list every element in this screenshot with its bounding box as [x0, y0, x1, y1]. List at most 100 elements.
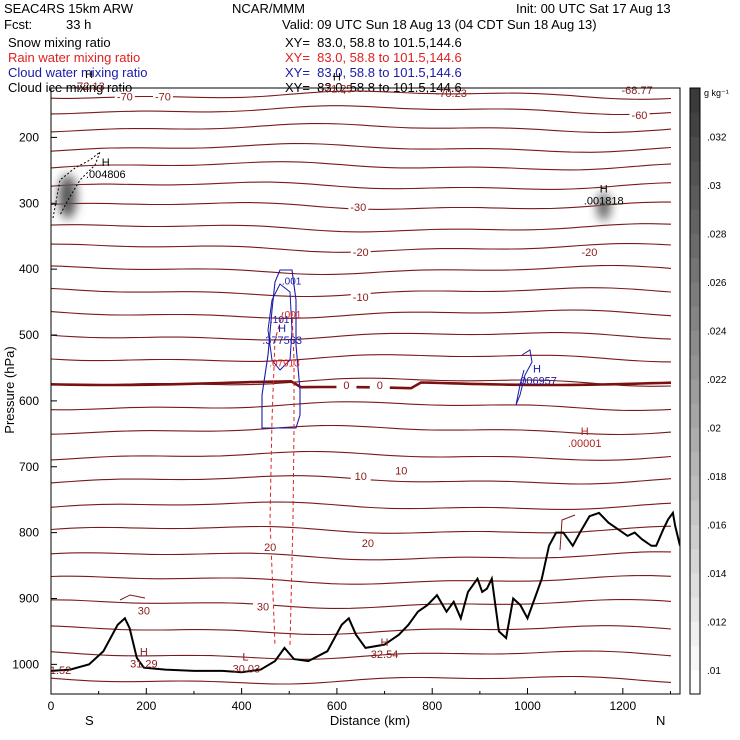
- north-end-label: N: [656, 713, 665, 728]
- colorbar-segment: [690, 597, 700, 622]
- isotherm-line: [51, 598, 672, 609]
- extremum-value: 1.52: [50, 665, 71, 677]
- colorbar-tick-label: .012: [707, 617, 727, 628]
- x-tick-label: 1200: [609, 699, 636, 713]
- valid-time: Valid: 09 UTC Sun 18 Aug 13 (04 CDT Sun …: [282, 17, 597, 32]
- extremum-kind: H: [85, 69, 93, 81]
- cloud-ice-blob: [596, 192, 611, 221]
- isotherm-label: 30: [138, 605, 150, 617]
- colorbar-segment: [690, 669, 700, 695]
- label-bg: [114, 91, 135, 103]
- isotherm-line: [51, 223, 672, 233]
- colorbar-tick-label: .018: [707, 472, 727, 483]
- colorbar-segment: [690, 500, 700, 525]
- extremum-value: .006957: [517, 375, 557, 387]
- extremum-value: -71.25: [321, 84, 352, 96]
- isotherm-line: [51, 574, 672, 585]
- isotherm-label: 20: [362, 538, 374, 550]
- isotherm-line: [51, 424, 672, 436]
- colorbar-segment: [690, 233, 700, 259]
- colorbar-segment: [690, 136, 700, 162]
- colorbar-tick-label: .032: [707, 132, 727, 143]
- isotherm-line: [559, 514, 576, 551]
- extremum-kind: H: [278, 323, 286, 335]
- colorbar-segment: [690, 621, 700, 647]
- colorbar-segment: [690, 281, 700, 307]
- center-label: NCAR/MMM: [232, 1, 305, 16]
- isotherm-line: [51, 90, 672, 100]
- isotherm-label: -70: [117, 92, 133, 104]
- plot-frame: [50, 87, 681, 695]
- colorbar-segment: [690, 475, 700, 501]
- colorbar-tick-label: .028: [707, 229, 727, 240]
- colorbar-unit: g kg⁻¹: [704, 88, 729, 98]
- label-bg: [152, 91, 173, 103]
- x-axis-title: Distance (km): [330, 713, 410, 728]
- colorbar-tick-label: .026: [707, 278, 727, 289]
- x-tick-label: 400: [232, 699, 252, 713]
- colorbar-segment: [690, 112, 700, 137]
- label-bg: [336, 380, 357, 392]
- isotherm-label: 10: [395, 466, 407, 478]
- colorbar-tick-label: .022: [707, 375, 727, 386]
- isotherm-line: [119, 594, 146, 601]
- colorbar-segment: [690, 160, 700, 186]
- label-bg: [629, 109, 650, 121]
- fcst-value: 33 h: [66, 17, 92, 32]
- colorbar-segment: [690, 209, 700, 234]
- extremum-value: 31.29: [130, 659, 158, 671]
- isotherm-label: 0: [377, 380, 383, 392]
- colorbar-tick-label: .024: [707, 326, 727, 337]
- model-title: SEAC4RS 15km ARW: [4, 1, 134, 16]
- x-tick-label: 0: [48, 699, 55, 713]
- colorbar-segment: [690, 403, 700, 428]
- init-time: Init: 00 UTC Sat 17 Aug 13: [516, 1, 671, 16]
- colorbar-segment: [690, 88, 700, 113]
- colorbar-segment: [690, 645, 700, 671]
- y-tick-label: 700: [19, 460, 39, 474]
- extremum-kind: H: [381, 637, 389, 649]
- isotherm-label: -20: [353, 247, 369, 259]
- snow-contour: [52, 150, 102, 219]
- isotherm-line: [51, 501, 672, 510]
- cloud-ice-blob: [58, 174, 77, 219]
- extremum-value: 30.03: [233, 663, 261, 675]
- colorbar-tick-label: .014: [707, 569, 727, 580]
- extremum-kind: H: [533, 363, 541, 375]
- y-tick-label: 500: [19, 328, 39, 342]
- y-axis-title: Pressure (hPa): [2, 346, 17, 433]
- x-tick-label: 800: [422, 699, 442, 713]
- extremum-kind: H: [140, 647, 148, 659]
- label-bg: [369, 380, 390, 392]
- label-bg: [133, 605, 154, 617]
- isotherm-label: 0: [343, 380, 349, 392]
- extremum-value: .001818: [584, 196, 624, 208]
- extremum-value: .00001: [568, 438, 602, 450]
- isotherm-line: [51, 264, 672, 276]
- isotherm-line: [51, 332, 672, 341]
- extremum-value: -70.23: [436, 88, 467, 100]
- y-tick-label: 300: [19, 196, 39, 210]
- isotherm-line: [51, 401, 672, 411]
- colorbar-tick-label: .03: [707, 181, 721, 192]
- label-bg: [348, 202, 369, 214]
- colorbar-tick-label: .02: [707, 423, 721, 434]
- colorbar-segment: [690, 451, 700, 477]
- isotherm-line: [51, 354, 672, 363]
- isotherm-line: [51, 450, 672, 461]
- isotherm-line: [51, 122, 672, 134]
- extremum-value: 32.54: [371, 649, 399, 661]
- colorbar-segment: [690, 427, 700, 453]
- isotherm-line: [51, 161, 672, 171]
- isotherm-line: [51, 181, 672, 190]
- legend-cloudwater-xy: XY= 83.0, 58.8 to 101.5,144.6: [285, 65, 462, 80]
- legend-snow-xy: XY= 83.0, 58.8 to 101.5,144.6: [285, 35, 462, 50]
- y-tick-label: 200: [19, 130, 39, 144]
- isotherm-line: [51, 625, 672, 636]
- isotherm-line: [51, 551, 672, 561]
- colorbar-segment: [690, 378, 700, 404]
- isotherm-label: 20: [264, 542, 276, 554]
- extremum-value: -72.13: [74, 81, 105, 93]
